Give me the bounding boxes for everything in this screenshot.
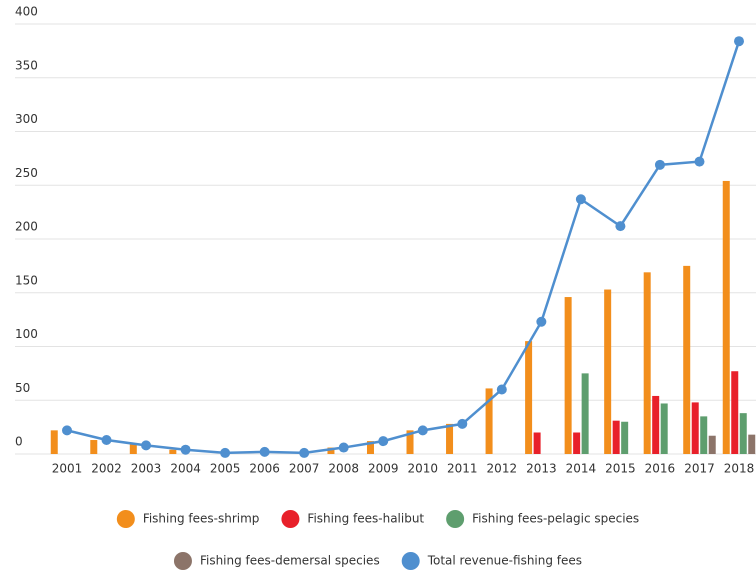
x-tick-label: 2002 [91,462,122,476]
x-tick-label: 2005 [210,462,241,476]
y-tick-label: 350 [15,58,38,72]
x-tick-label: 2010 [407,462,438,476]
line-point [101,435,112,446]
bar [485,388,493,454]
line-point [536,316,547,327]
bar [708,435,716,454]
bar [129,444,137,454]
y-tick-label: 50 [15,381,30,395]
bar [327,447,335,454]
bar [446,423,454,454]
x-tick-label: 2017 [684,462,715,476]
bar [406,430,414,454]
bar [652,395,660,454]
legend-label: Fishing fees-halibut [307,512,424,526]
legend-swatch [116,510,135,528]
line-point [338,442,349,453]
bar [691,402,699,454]
bar [643,272,651,454]
bar [50,430,58,454]
line-point [299,447,310,458]
x-tick-label: 2003 [131,462,162,476]
line-point [496,384,507,395]
x-tick-label: 2004 [170,462,201,476]
legend-label: Fishing fees-pelagic species [472,512,639,526]
x-tick-label: 2016 [645,462,676,476]
line-point [615,221,626,232]
bar [739,413,747,454]
legend-swatch [446,510,465,528]
line-point [62,425,72,436]
legend-label: Total revenue-fishing fees [427,554,582,568]
y-tick-label: 400 [15,5,38,19]
bar [621,421,629,454]
line-point [220,447,231,458]
x-tick-label: 2001 [52,462,83,476]
x-tick-label: 2013 [526,462,557,476]
bar [748,434,756,454]
bar [564,297,572,454]
y-tick-label: 0 [15,435,23,449]
bar [533,432,541,454]
bar [604,289,612,454]
legend-swatch [401,552,420,570]
line-point [378,436,389,447]
bar [90,440,98,454]
bar [525,341,533,454]
x-tick-label: 2014 [566,462,597,476]
legend-swatch [281,510,300,528]
x-tick-label: 2008 [328,462,359,476]
y-tick-label: 100 [15,327,38,341]
y-tick-label: 200 [15,220,38,234]
bar [700,416,708,454]
bar [683,265,691,454]
line-point [180,444,191,455]
bar [581,373,589,454]
y-tick-label: 300 [15,112,38,126]
x-tick-label: 2011 [447,462,478,476]
bar [169,449,177,454]
line-point [654,159,665,170]
x-tick-label: 2015 [605,462,636,476]
line-point [457,418,468,429]
bar [731,371,739,454]
bar [612,420,620,454]
line [66,40,741,455]
x-tick-label: 2012 [487,462,518,476]
line-point [694,156,705,167]
bar [660,403,668,454]
line-point [259,446,270,457]
legend-label: Fishing fees-shrimp [143,512,260,526]
line-point [734,36,744,47]
y-tick-label: 150 [15,273,38,287]
x-tick-label: 2007 [289,462,320,476]
x-tick-label: 2009 [368,462,399,476]
x-tick-label: 2006 [249,462,280,476]
bar [722,180,730,454]
legend-swatch [173,552,192,570]
bar [366,441,374,454]
line-point [417,425,428,436]
legend-label: Fishing fees-demersal species [200,554,380,568]
y-tick-label: 250 [15,166,38,180]
bar [573,432,581,454]
line-point [141,440,152,451]
line-point [575,194,586,205]
x-tick-label: 2018 [724,462,755,476]
